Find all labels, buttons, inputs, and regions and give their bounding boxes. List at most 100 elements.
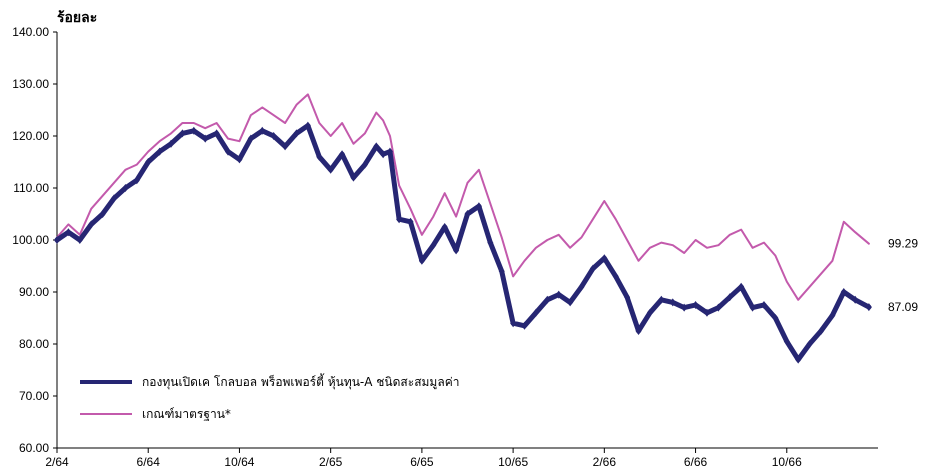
series-line-benchmark	[56, 93, 870, 301]
legend-label-fund: กองทุนเปิดเค โกลบอล พร็อพเพอร์ตี้ หุ้นทุ…	[142, 373, 459, 390]
end-labels: 99.29 87.09	[888, 237, 918, 314]
y-tick-label: 90.00	[19, 285, 49, 299]
x-tick-label: 2/66	[593, 455, 617, 469]
y-tick-label: 80.00	[19, 337, 49, 351]
y-tick-label: 140.00	[12, 25, 49, 39]
series-point-fund	[304, 121, 311, 130]
series-point-fund	[510, 319, 517, 328]
series-point-fund	[865, 303, 872, 312]
series-point-fund	[646, 308, 653, 317]
series-point-fund	[772, 314, 779, 322]
series-point-fund	[829, 311, 836, 320]
series-point-fund	[806, 340, 813, 348]
y-tick-label: 100.00	[12, 233, 49, 247]
series-point-fund	[624, 293, 631, 302]
series-point-fund	[817, 327, 824, 335]
series-point-fund	[738, 282, 745, 291]
series-point-fund	[225, 147, 232, 156]
x-tick-label: 6/64	[137, 455, 161, 469]
series-point-fund	[247, 134, 254, 143]
series-point-fund	[202, 134, 209, 143]
series-point-fund	[555, 290, 562, 299]
legend: กองทุนเปิดเค โกลบอล พร็อพเพอร์ตี้ หุ้นทุ…	[80, 373, 459, 421]
series-point-fund	[76, 236, 83, 244]
series-point-fund	[380, 150, 387, 159]
end-label-fund: 87.09	[888, 300, 918, 314]
series-point-fund	[373, 142, 380, 151]
series-point-fund	[681, 303, 688, 312]
series-point-fund	[589, 264, 596, 273]
series-point-fund	[282, 142, 289, 151]
series-point-fund	[145, 158, 152, 166]
x-tick-label: 6/66	[684, 455, 708, 469]
end-label-benchmark: 99.29	[888, 237, 918, 251]
series-point-fund	[749, 303, 756, 312]
series-point-fund	[612, 272, 619, 281]
series-point-fund	[475, 202, 482, 211]
series-point-fund	[293, 129, 300, 138]
series-point-fund	[795, 355, 802, 364]
series-point-fund	[396, 215, 403, 224]
series-point-fund	[156, 147, 163, 156]
y-axis-title: ร้อยละ	[57, 10, 97, 26]
series-point-fund	[703, 308, 710, 317]
series-point-fund	[213, 129, 220, 138]
x-tick-label: 10/64	[224, 455, 254, 469]
series-point-fund	[760, 301, 767, 309]
y-tick-label: 130.00	[12, 77, 49, 91]
x-axis: 2/64 6/64 10/64 2/65 6/65 10/65 2/66 6/66 10/66	[45, 447, 878, 469]
y-axis: 60.00 70.00 80.00 90.00 100.00 110.00 120.00 13…	[12, 25, 58, 455]
series-group	[54, 93, 872, 364]
series-point-fund	[567, 298, 574, 307]
series-point-fund	[430, 241, 437, 250]
series-point-fund	[168, 139, 175, 148]
series-point-fund	[487, 238, 494, 247]
series-point-fund	[122, 184, 129, 192]
y-tick-label: 120.00	[12, 129, 49, 143]
series-point-fund	[532, 308, 539, 317]
y-tick-label: 70.00	[19, 389, 49, 403]
x-tick-label: 2/65	[319, 455, 343, 469]
series-point-fund	[259, 126, 266, 135]
series-point-fund	[88, 220, 95, 229]
x-tick-label: 10/66	[772, 455, 802, 469]
series-line-fund	[54, 123, 872, 363]
x-tick-label: 2/64	[45, 455, 69, 469]
series-point-fund	[783, 337, 790, 346]
series-point-fund	[658, 295, 665, 304]
y-tick-label: 110.00	[13, 181, 49, 195]
series-point-fund	[133, 176, 140, 185]
series-point-fund	[111, 194, 118, 203]
series-point-fund	[464, 210, 471, 218]
series-point-fund	[441, 223, 448, 231]
x-tick-label: 6/65	[410, 455, 434, 469]
y-tick-label: 60.00	[19, 441, 49, 455]
series-point-fund	[498, 267, 505, 276]
series-point-fund	[418, 256, 425, 265]
series-point-fund	[635, 327, 642, 335]
series-point-fund	[601, 254, 608, 263]
series-point-fund	[316, 152, 323, 161]
series-point-fund	[544, 295, 551, 304]
series-point-fund	[407, 217, 414, 226]
series-point-fund	[386, 147, 393, 156]
series-point-fund	[350, 173, 357, 182]
series-point-fund	[669, 298, 676, 307]
series-point-fund	[179, 129, 186, 138]
series-point-fund	[236, 155, 243, 164]
series-point-fund	[327, 165, 334, 174]
series-point-fund	[692, 301, 699, 309]
series-point-fund	[361, 160, 368, 169]
series-point-fund	[715, 303, 722, 312]
series-point-fund	[190, 126, 197, 135]
series-point-fund	[521, 321, 528, 330]
series-point-fund	[99, 210, 106, 218]
series-point-fund	[453, 246, 460, 255]
series-point-fund	[852, 295, 859, 304]
legend-label-benchmark: เกณฑ์มาตรฐาน*	[142, 407, 231, 421]
series-point-fund	[578, 282, 585, 291]
series-point-fund	[840, 288, 847, 296]
series-point-fund	[339, 150, 346, 159]
